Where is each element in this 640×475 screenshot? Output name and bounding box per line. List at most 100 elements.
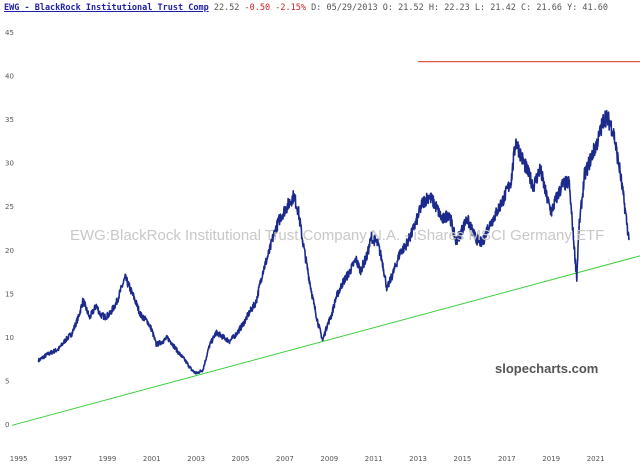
- price-point: [297, 209, 300, 212]
- price-point: [550, 211, 553, 214]
- price-point: [77, 315, 80, 318]
- y-tick-label: 25: [5, 203, 14, 211]
- price-point: [170, 342, 173, 344]
- price-point: [341, 281, 344, 284]
- price-point: [615, 151, 618, 154]
- x-tick-label: 2001: [143, 455, 161, 463]
- price-point: [370, 235, 373, 238]
- price-point: [330, 314, 333, 317]
- price-point: [514, 139, 517, 142]
- y-tick-label: 45: [5, 29, 14, 37]
- price-point: [448, 212, 451, 215]
- chart-watermark: EWG:BlackRock Institutional Trust Compan…: [70, 227, 605, 244]
- price-point: [612, 130, 615, 133]
- price-point: [359, 269, 362, 272]
- price-point: [561, 184, 564, 187]
- price-point: [139, 314, 142, 317]
- y-tick-label: 10: [5, 334, 14, 342]
- price-point: [554, 199, 557, 202]
- price-point: [392, 270, 395, 273]
- price-point: [454, 240, 457, 242]
- price-point: [95, 304, 98, 307]
- y-tick-label: 30: [5, 160, 14, 168]
- symbol-title-link[interactable]: EWG - BlackRock Institutional Trust Comp: [4, 3, 209, 13]
- open-readout: O: 21.52: [382, 3, 424, 13]
- price-point: [575, 276, 578, 279]
- price-point: [46, 353, 49, 356]
- y-readout: Y: 41.60: [567, 3, 609, 13]
- y-tick-label: 15: [5, 290, 14, 298]
- x-tick-label: 2015: [454, 455, 472, 463]
- price-point: [268, 250, 271, 253]
- brand-watermark: slopecharts.com: [495, 361, 599, 376]
- price-point: [301, 240, 304, 242]
- price-point: [572, 235, 575, 238]
- price-point: [596, 139, 599, 142]
- price-point: [215, 331, 218, 334]
- price-point: [348, 271, 351, 274]
- price-point: [312, 302, 315, 305]
- price-point: [545, 196, 548, 199]
- price-point: [366, 254, 368, 257]
- price-point: [590, 156, 593, 159]
- y-tick-label: 0: [5, 421, 9, 429]
- price-point: [108, 313, 111, 316]
- price-point: [150, 329, 153, 331]
- price-point: [381, 261, 384, 264]
- price-point: [57, 348, 60, 350]
- close-readout: C: 21.66: [521, 3, 562, 13]
- price-point: [201, 369, 204, 371]
- price-point: [228, 340, 231, 343]
- price-point: [184, 359, 186, 362]
- price-point: [459, 233, 462, 235]
- price-point: [619, 170, 621, 173]
- price-point: [335, 296, 337, 299]
- price-point: [414, 221, 417, 224]
- y-tick-label: 35: [5, 116, 14, 124]
- price-point: [539, 167, 542, 170]
- price-point: [292, 194, 295, 197]
- price-point: [428, 194, 431, 197]
- price-point: [403, 246, 406, 249]
- x-tick-label: 2011: [365, 455, 383, 463]
- price-point: [82, 299, 84, 302]
- price-point: [124, 276, 127, 279]
- price-point: [115, 302, 118, 304]
- price-point: [410, 233, 413, 235]
- price-point: [146, 320, 149, 323]
- price-change: -0.50: [244, 3, 271, 13]
- price-point: [481, 242, 484, 245]
- low-readout: L: 21.42: [474, 3, 516, 13]
- price-point: [628, 238, 630, 241]
- price-point: [71, 332, 73, 335]
- price-point: [474, 237, 477, 240]
- last-price: 22.52: [213, 3, 240, 13]
- price-point: [603, 115, 606, 118]
- y-tick-label: 20: [5, 247, 14, 255]
- price-point: [279, 215, 282, 218]
- x-tick-label: 2013: [409, 455, 427, 463]
- price-point: [99, 314, 102, 317]
- x-tick-label: 2021: [587, 455, 605, 463]
- x-tick-label: 2017: [498, 455, 516, 463]
- price-point: [64, 339, 67, 342]
- price-point: [568, 180, 570, 183]
- price-point: [161, 340, 164, 343]
- price-point: [470, 227, 473, 230]
- price-point: [355, 258, 357, 261]
- y-tick-label: 5: [5, 377, 9, 385]
- price-point: [503, 195, 506, 198]
- price-point: [255, 301, 257, 303]
- price-point: [466, 217, 468, 220]
- price-point: [133, 296, 135, 299]
- price-point: [166, 336, 169, 339]
- price-point: [208, 344, 211, 347]
- y-tick-label: 40: [5, 73, 14, 81]
- price-point: [434, 205, 437, 208]
- price-point: [235, 333, 238, 336]
- price-point: [623, 203, 626, 206]
- price-point: [326, 324, 329, 327]
- price-point: [177, 351, 180, 354]
- price-point: [286, 205, 289, 208]
